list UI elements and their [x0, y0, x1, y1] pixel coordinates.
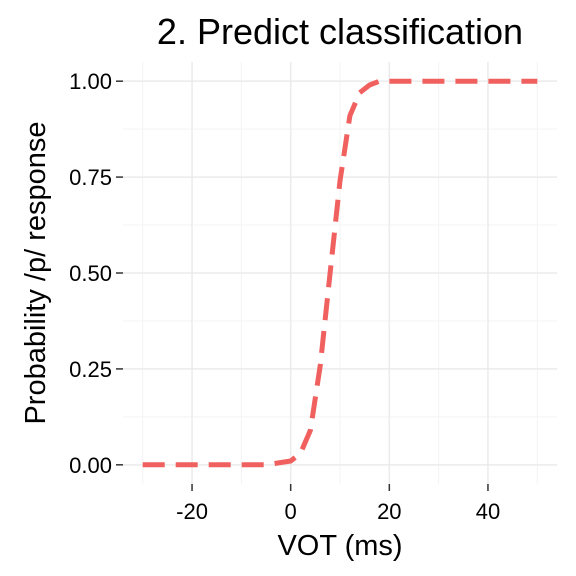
- series-layer: [142, 78, 538, 468]
- x-tick-label: 40: [476, 499, 500, 524]
- x-tick-label: 20: [377, 499, 401, 524]
- y-tick-label: 1.00: [69, 69, 112, 94]
- chart-title: 2. Predict classification: [157, 11, 523, 52]
- series-line: [142, 78, 538, 468]
- x-axis-label: VOT (ms): [277, 530, 402, 562]
- y-tick-label: 0.00: [69, 453, 112, 478]
- y-tick-label: 0.50: [69, 261, 112, 286]
- axes: 0.00 0.25 0.50 0.75 1.00 -20 0 20 40: [69, 69, 500, 524]
- x-tick-label: 0: [285, 499, 297, 524]
- grid: [123, 62, 557, 484]
- y-tick-label: 0.75: [69, 165, 112, 190]
- y-axis-label: Probability /p/ response: [20, 121, 52, 424]
- x-tick-label: -20: [176, 499, 208, 524]
- y-tick-label: 0.25: [69, 357, 112, 382]
